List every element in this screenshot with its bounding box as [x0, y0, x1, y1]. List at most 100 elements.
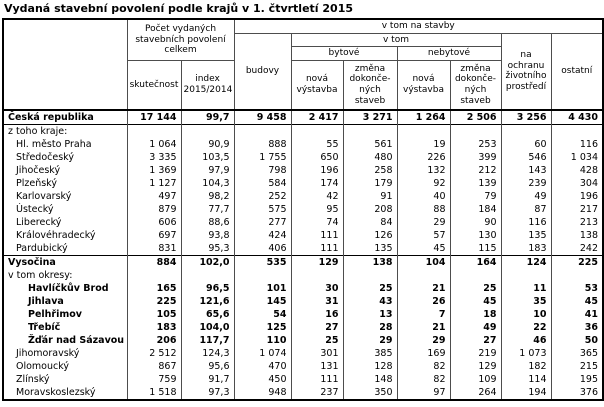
value-cell: 116 [500, 216, 552, 230]
value-cell: 1 127 [126, 177, 182, 191]
value-cell [396, 124, 451, 139]
table-row: Zlínský 759 91,7 450 111 148 82 109 114 195 [2, 373, 604, 387]
value-cell: 11 [500, 282, 552, 296]
value-cell: 26 [396, 295, 451, 309]
value-cell: 480 [342, 151, 398, 165]
value-cell: 45 [449, 295, 502, 309]
page-title: Vydaná stavební povolení podle krajů v 1… [4, 2, 354, 15]
region-name-cell: Jihlava [2, 295, 128, 309]
value-cell: 195 [550, 373, 604, 387]
value-cell: 424 [233, 229, 292, 243]
value-cell: 253 [449, 138, 502, 152]
value-cell: 40 [396, 190, 451, 204]
table-header: Počet vydaných stavebních povolení celke… [2, 18, 604, 111]
value-cell: 41 [550, 308, 604, 322]
value-cell: 258 [342, 164, 398, 178]
value-cell: 88 [396, 203, 451, 217]
value-cell: 135 [342, 242, 398, 256]
value-cell: 1 074 [233, 347, 292, 361]
value-cell: 29 [396, 334, 451, 348]
value-cell: 879 [126, 203, 182, 217]
value-cell: 399 [449, 151, 502, 165]
value-cell: 239 [500, 177, 552, 191]
value-cell: 948 [233, 386, 292, 401]
value-cell: 27 [290, 321, 344, 335]
value-cell: 101 [233, 282, 292, 296]
table-row: Liberecký 606 88,6 277 74 84 29 90 116 213 [2, 216, 604, 230]
value-cell: 183 [500, 242, 552, 256]
value-cell: 109 [449, 373, 502, 387]
value-cell [180, 124, 235, 139]
value-cell: 143 [500, 164, 552, 178]
value-cell: 55 [290, 138, 344, 152]
header-non-residential: nebytové [396, 46, 502, 61]
value-cell: 208 [342, 203, 398, 217]
region-name-cell: Vysočina [2, 255, 128, 270]
region-name-cell: Královéhradecký [2, 229, 128, 243]
value-cell: 132 [396, 164, 451, 178]
value-cell: 169 [396, 347, 451, 361]
table-body: Česká republika 17 144 99,7 9 458 2 417 3 271… [2, 110, 604, 401]
value-cell: 115 [449, 242, 502, 256]
value-cell: 215 [550, 360, 604, 374]
value-cell: 575 [233, 203, 292, 217]
value-cell: 17 144 [126, 110, 182, 125]
value-cell: 1 073 [500, 347, 552, 361]
region-name-cell: Pardubický [2, 242, 128, 256]
value-cell [126, 269, 182, 283]
value-cell: 385 [342, 347, 398, 361]
value-cell [342, 269, 398, 283]
region-name-cell: Zlínský [2, 373, 128, 387]
value-cell: 49 [449, 321, 502, 335]
value-cell [290, 124, 344, 139]
header-change-completed-nonresidential: změna dokonče-ných staveb [449, 59, 502, 111]
region-name-cell: Olomoucký [2, 360, 128, 374]
region-name-cell: Česká republika [2, 110, 128, 125]
value-cell [126, 124, 182, 139]
value-cell: 3 335 [126, 151, 182, 165]
value-cell: 535 [233, 255, 292, 270]
value-cell: 90,9 [180, 138, 235, 152]
region-name-cell: z toho kraje: [2, 124, 128, 139]
value-cell: 97 [396, 386, 451, 401]
value-cell: 242 [550, 242, 604, 256]
value-cell: 884 [126, 255, 182, 270]
header-reality: skutečnost [126, 59, 182, 111]
value-cell: 125 [233, 321, 292, 335]
value-cell [449, 124, 502, 139]
value-cell: 148 [342, 373, 398, 387]
value-cell: 2 417 [290, 110, 344, 125]
value-cell: 99,7 [180, 110, 235, 125]
header-new-construction-nonresidential: nová výstavba [396, 59, 451, 111]
value-cell: 194 [500, 386, 552, 401]
value-cell: 165 [126, 282, 182, 296]
value-cell: 91,7 [180, 373, 235, 387]
value-cell: 138 [342, 255, 398, 270]
value-cell: 29 [342, 334, 398, 348]
value-cell: 1 264 [396, 110, 451, 125]
value-cell: 31 [290, 295, 344, 309]
table-row: Žďár nad Sázavou 206 117,7 110 25 29 29 27 46 50 [2, 334, 604, 348]
value-cell: 25 [342, 282, 398, 296]
header-change-completed-residential: změna dokonče-ných staveb [342, 59, 398, 111]
value-cell: 45 [396, 242, 451, 256]
table-row: Pelhřimov 105 65,6 54 16 13 7 18 10 41 [2, 308, 604, 322]
table-row: Hl. město Praha 1 064 90,9 888 55 561 19 253 60 1… [2, 138, 604, 152]
value-cell: 888 [233, 138, 292, 152]
table-row: Jihlava 225 121,6 145 31 43 26 45 35 45 [2, 295, 604, 309]
value-cell: 428 [550, 164, 604, 178]
value-cell: 2 512 [126, 347, 182, 361]
value-cell: 128 [342, 360, 398, 374]
value-cell: 3 271 [342, 110, 398, 125]
table-row: Jihočeský 1 369 97,9 798 196 258 132 212 143 428 [2, 164, 604, 178]
value-cell: 25 [449, 282, 502, 296]
region-name-cell: Žďár nad Sázavou [2, 334, 128, 348]
value-cell: 117,7 [180, 334, 235, 348]
region-name-cell: Havlíčkův Brod [2, 282, 128, 296]
value-cell: 217 [550, 203, 604, 217]
value-cell: 131 [290, 360, 344, 374]
value-cell: 213 [550, 216, 604, 230]
region-name-cell: Pelhřimov [2, 308, 128, 322]
value-cell: 145 [233, 295, 292, 309]
value-cell: 98,2 [180, 190, 235, 204]
